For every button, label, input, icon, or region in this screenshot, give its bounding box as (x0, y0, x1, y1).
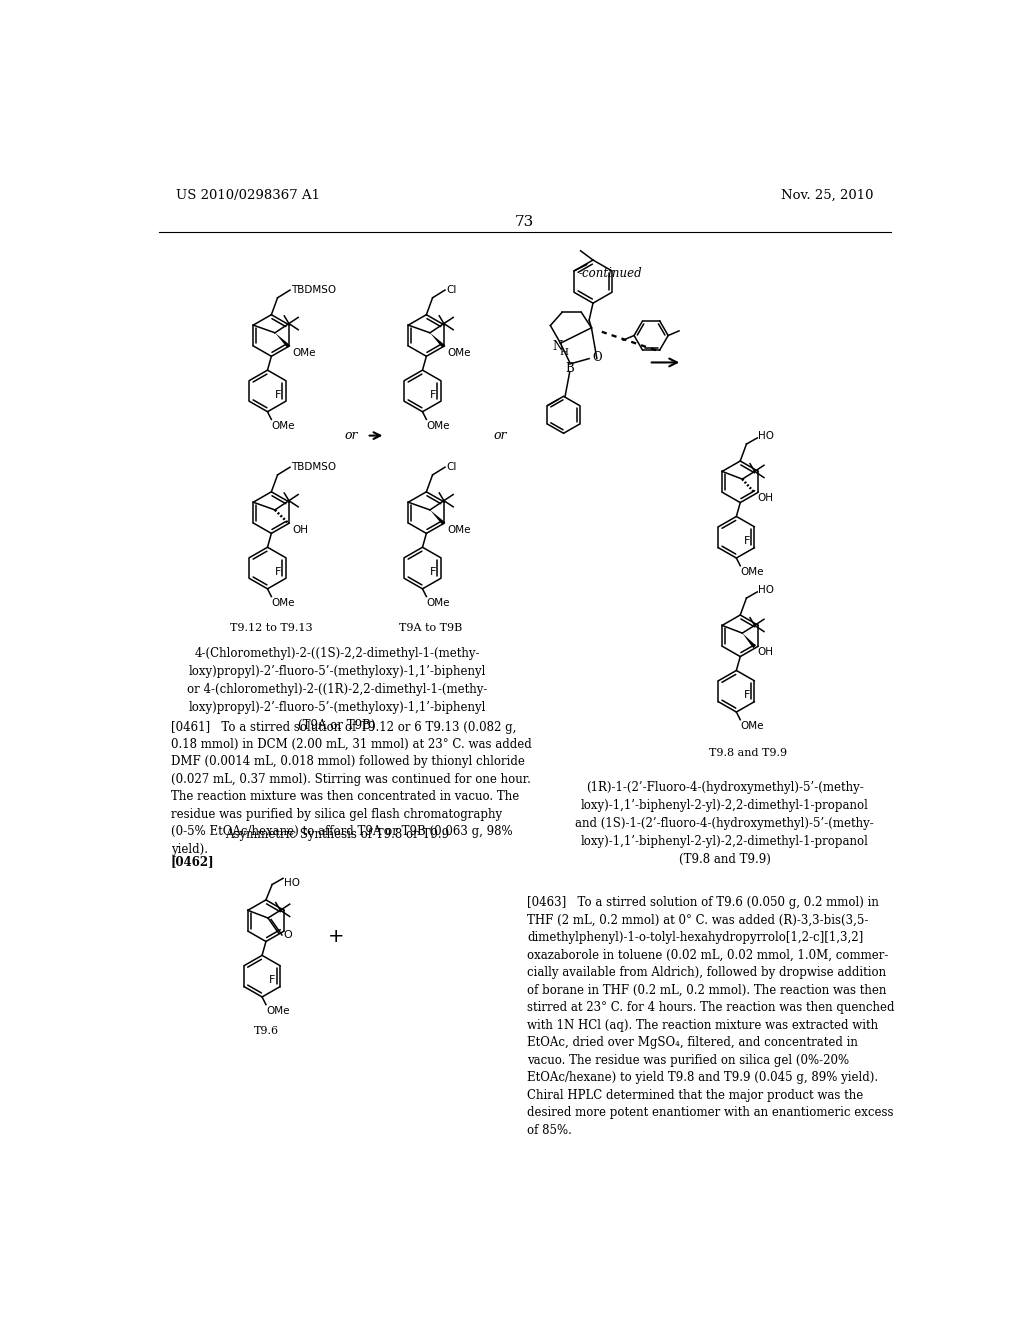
Text: OH: OH (758, 647, 774, 657)
Text: [0463]   To a stirred solution of T9.6 (0.050 g, 0.2 mmol) in
THF (2 mL, 0.2 mmo: [0463] To a stirred solution of T9.6 (0.… (527, 896, 895, 1137)
Text: 4-(Chloromethyl)-2-((1S)-2,2-dimethyl-1-(methy-
loxy)propyl)-2’-fluoro-5’-(methy: 4-(Chloromethyl)-2-((1S)-2,2-dimethyl-1-… (187, 647, 487, 733)
Text: HO: HO (758, 432, 774, 441)
Text: T9.12 to T9.13: T9.12 to T9.13 (230, 623, 312, 634)
Text: OH: OH (758, 492, 774, 503)
Polygon shape (430, 333, 445, 348)
Polygon shape (275, 333, 290, 348)
Text: [0462]: [0462] (171, 855, 214, 869)
Text: T9.8 and T9.9: T9.8 and T9.9 (709, 748, 787, 758)
Text: HO: HO (284, 878, 300, 888)
Text: Cl: Cl (446, 285, 457, 296)
Text: OMe: OMe (426, 598, 450, 609)
Text: O: O (592, 351, 602, 363)
Text: or: or (494, 429, 507, 442)
Text: or: or (344, 429, 358, 442)
Text: OMe: OMe (271, 598, 295, 609)
Text: OMe: OMe (447, 525, 470, 536)
Text: H: H (559, 348, 568, 356)
Text: OMe: OMe (740, 721, 764, 731)
Text: (1R)-1-(2’-Fluoro-4-(hydroxymethyl)-5’-(methy-
loxy)-1,1’-biphenyl-2-yl)-2,2-dim: (1R)-1-(2’-Fluoro-4-(hydroxymethyl)-5’-(… (575, 780, 874, 866)
Text: F: F (430, 391, 436, 400)
Text: Cl: Cl (446, 462, 457, 473)
Text: OMe: OMe (271, 421, 295, 430)
Text: +: + (328, 927, 344, 945)
Text: F: F (743, 690, 750, 701)
Text: F: F (269, 975, 275, 985)
Text: [0461]   To a stirred solution of T9.12 or 6 T9.13 (0.082 g,
0.18 mmol) in DCM (: [0461] To a stirred solution of T9.12 or… (171, 721, 531, 855)
Text: N: N (552, 339, 562, 352)
Text: F: F (274, 391, 281, 400)
Polygon shape (742, 634, 756, 648)
Text: OH: OH (292, 525, 308, 536)
Text: T9.6: T9.6 (253, 1026, 279, 1036)
Text: F: F (430, 568, 436, 577)
Text: Asymmetric Synthesis of T9.8 or T9.9: Asymmetric Synthesis of T9.8 or T9.9 (225, 829, 450, 841)
Text: T9A to T9B: T9A to T9B (398, 623, 462, 634)
Text: OMe: OMe (292, 348, 315, 358)
Text: -continued: -continued (579, 268, 642, 280)
Text: O: O (284, 931, 292, 940)
Text: B: B (565, 362, 574, 375)
Polygon shape (430, 510, 445, 525)
Text: 73: 73 (515, 215, 535, 228)
Text: TBDMSO: TBDMSO (292, 285, 337, 296)
Text: F: F (743, 536, 750, 546)
Text: US 2010/0298367 A1: US 2010/0298367 A1 (176, 189, 321, 202)
Text: F: F (274, 568, 281, 577)
Text: OMe: OMe (447, 348, 470, 358)
Text: TBDMSO: TBDMSO (292, 462, 337, 473)
Text: Nov. 25, 2010: Nov. 25, 2010 (781, 189, 873, 202)
Text: OMe: OMe (266, 1006, 290, 1016)
Text: HO: HO (758, 585, 774, 595)
Text: OMe: OMe (426, 421, 450, 430)
Text: OMe: OMe (740, 568, 764, 577)
